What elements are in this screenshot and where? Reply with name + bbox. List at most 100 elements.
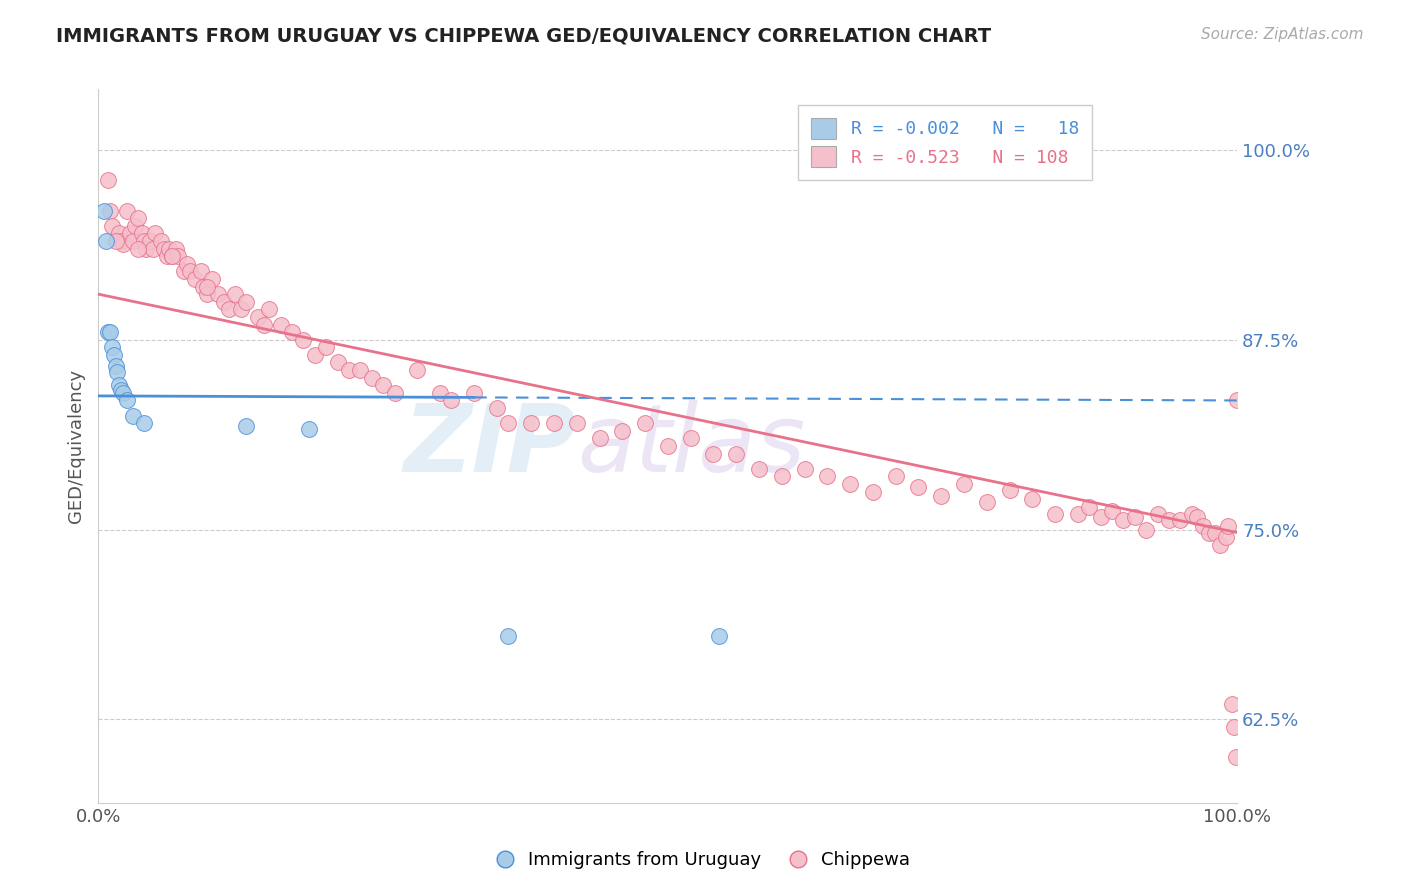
- Point: [120, 227, 142, 241]
- Point: [145, 227, 167, 241]
- Point: [98, 203, 121, 218]
- Point: [93, 203, 115, 218]
- Point: [1181, 508, 1204, 522]
- Point: [839, 477, 862, 491]
- Point: [156, 249, 179, 263]
- Point: [270, 318, 292, 332]
- Point: [162, 249, 184, 263]
- Point: [281, 325, 304, 339]
- Point: [815, 469, 838, 483]
- Point: [259, 302, 281, 317]
- Point: [96, 234, 118, 248]
- Point: [463, 385, 485, 400]
- Point: [142, 242, 165, 256]
- Point: [195, 287, 218, 301]
- Point: [292, 333, 315, 347]
- Point: [360, 370, 382, 384]
- Point: [884, 469, 907, 483]
- Point: [588, 431, 610, 445]
- Point: [1225, 750, 1247, 764]
- Point: [104, 359, 127, 373]
- Point: [486, 401, 509, 415]
- Point: [121, 409, 143, 423]
- Point: [110, 383, 132, 397]
- Point: [162, 249, 184, 263]
- Point: [173, 264, 195, 278]
- Point: [212, 294, 235, 309]
- Text: Source: ZipAtlas.com: Source: ZipAtlas.com: [1201, 27, 1364, 42]
- Point: [1223, 720, 1246, 734]
- Text: atlas: atlas: [576, 401, 806, 491]
- Point: [1187, 510, 1209, 524]
- Point: [1101, 504, 1123, 518]
- Point: [976, 495, 998, 509]
- Point: [498, 416, 520, 430]
- Point: [634, 416, 657, 430]
- Point: [150, 234, 173, 248]
- Point: [96, 325, 118, 339]
- Point: [179, 264, 201, 278]
- Point: [565, 416, 588, 430]
- Text: IMMIGRANTS FROM URUGUAY VS CHIPPEWA GED/EQUIVALENCY CORRELATION CHART: IMMIGRANTS FROM URUGUAY VS CHIPPEWA GED/…: [56, 27, 991, 45]
- Point: [195, 279, 218, 293]
- Point: [246, 310, 269, 324]
- Point: [207, 287, 229, 301]
- Point: [371, 378, 394, 392]
- Point: [103, 348, 125, 362]
- Point: [1170, 513, 1192, 527]
- Legend: Immigrants from Uruguay, Chippewa: Immigrants from Uruguay, Chippewa: [486, 842, 920, 879]
- Point: [229, 302, 252, 317]
- Point: [108, 227, 131, 241]
- Point: [176, 257, 198, 271]
- Y-axis label: GED/Equivalency: GED/Equivalency: [66, 369, 84, 523]
- Point: [702, 447, 724, 461]
- Point: [252, 318, 274, 332]
- Point: [304, 348, 326, 362]
- Point: [349, 363, 371, 377]
- Point: [384, 385, 406, 400]
- Point: [1135, 523, 1157, 537]
- Point: [104, 234, 127, 248]
- Point: [127, 211, 149, 226]
- Point: [131, 227, 153, 241]
- Point: [1043, 508, 1066, 522]
- Point: [153, 242, 176, 256]
- Point: [657, 439, 679, 453]
- Point: [218, 302, 240, 317]
- Point: [135, 242, 157, 256]
- Point: [110, 234, 132, 248]
- Point: [406, 363, 429, 377]
- Point: [132, 234, 155, 248]
- Point: [138, 234, 160, 248]
- Point: [612, 424, 634, 438]
- Point: [115, 203, 138, 218]
- Point: [1123, 510, 1146, 524]
- Point: [124, 219, 146, 233]
- Point: [748, 462, 770, 476]
- Point: [679, 431, 702, 445]
- Point: [1226, 393, 1249, 408]
- Point: [127, 242, 149, 256]
- Point: [1146, 508, 1168, 522]
- Point: [1218, 519, 1240, 533]
- Point: [337, 363, 360, 377]
- Point: [929, 489, 952, 503]
- Point: [1021, 492, 1043, 507]
- Point: [132, 416, 155, 430]
- Point: [184, 272, 207, 286]
- Point: [1067, 508, 1090, 522]
- Point: [1204, 525, 1226, 540]
- Point: [1192, 519, 1215, 533]
- Point: [1215, 530, 1237, 544]
- Point: [193, 279, 215, 293]
- Point: [907, 480, 929, 494]
- Point: [315, 340, 337, 354]
- Point: [101, 219, 124, 233]
- Point: [224, 287, 246, 301]
- Point: [770, 469, 793, 483]
- Point: [440, 393, 463, 408]
- Point: [793, 462, 815, 476]
- Point: [1220, 697, 1243, 711]
- Point: [190, 264, 212, 278]
- Point: [1078, 500, 1101, 514]
